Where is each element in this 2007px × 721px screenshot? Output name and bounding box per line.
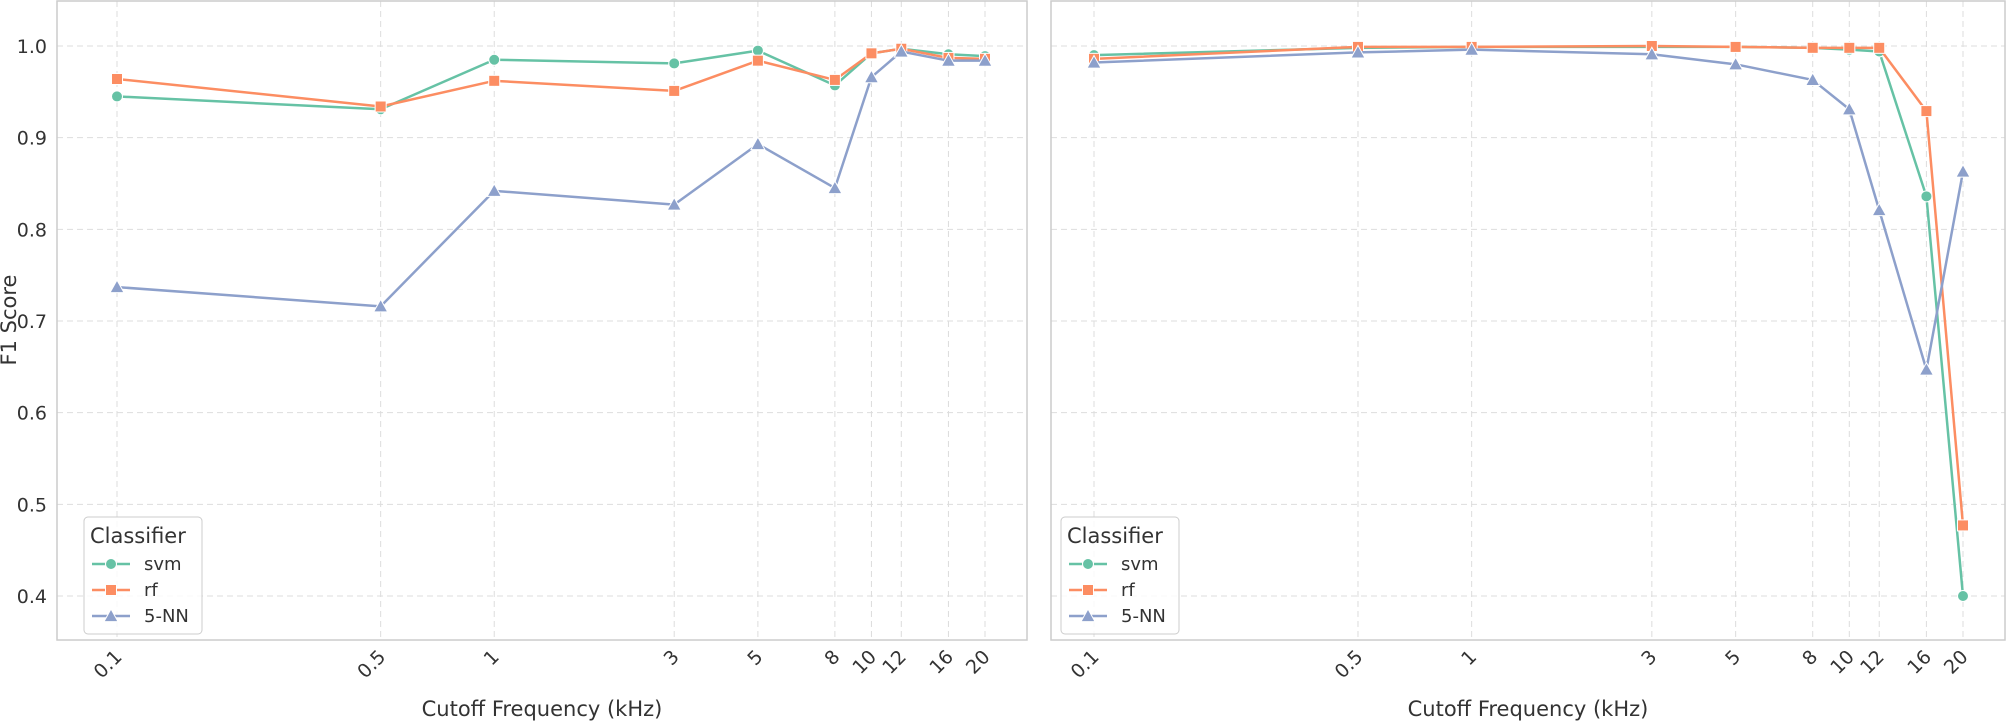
data-point-rf [668, 84, 681, 97]
data-point-5-nn [1350, 44, 1366, 59]
data-point-5-nn [940, 52, 957, 67]
x-tick-label: 10 [1826, 646, 1859, 679]
legend-title: Classifier [90, 524, 186, 548]
y-tick-label: 0.8 [17, 219, 47, 241]
data-point-rf [865, 47, 878, 60]
data-point-5-nn [486, 182, 503, 197]
series-line-svm [116, 47, 986, 111]
y-tick-label: 0.4 [17, 586, 47, 608]
data-point-rf [751, 54, 764, 67]
series-line-5-nn [1093, 48, 1965, 371]
x-tick-label: 1 [1457, 646, 1481, 670]
x-tick-label: 10 [848, 646, 881, 679]
legend-label: rf [144, 580, 158, 601]
x-axis-title: Cutoff Frequency (kHz) [422, 697, 663, 721]
y-axis-title: F1 Score [0, 275, 21, 366]
x-tick-label: 0.5 [1331, 646, 1368, 683]
legend-marker [105, 558, 117, 570]
data-point-svm [1920, 190, 1933, 203]
x-tick-label: 12 [1856, 646, 1889, 679]
plot-frame [1050, 0, 2006, 641]
data-point-5-nn [1463, 41, 1480, 56]
data-point-5-nn [893, 43, 910, 58]
y-tick-label: 0.9 [17, 128, 47, 150]
x-tick-label: 12 [878, 646, 911, 679]
legend: Classifier svm rf 5-NN [83, 516, 203, 635]
data-point-5-nn [666, 196, 683, 211]
legend-title: Classifier [1067, 524, 1163, 548]
x-tick-label: 0.5 [353, 646, 390, 683]
legend-box [1060, 516, 1180, 635]
legend-marker [103, 607, 119, 623]
x-tick-label: 5 [1721, 646, 1745, 670]
data-point-5-nn [977, 52, 993, 67]
legend-label: rf [1121, 580, 1135, 601]
data-point-svm [111, 90, 123, 103]
data-point-5-nn [1804, 71, 1821, 87]
data-point-rf [1920, 105, 1933, 118]
x-tick-label: 5 [743, 646, 767, 670]
series-line-rf [116, 47, 986, 108]
data-point-5-nn [863, 69, 880, 84]
legend-marker [105, 584, 117, 596]
data-point-rf [374, 100, 387, 113]
data-point-5-nn [1643, 46, 1660, 61]
data-point-rf [1843, 41, 1856, 54]
data-point-svm [1957, 590, 1969, 602]
x-tick-label: 20 [962, 646, 995, 679]
x-tick-label: 16 [1903, 646, 1936, 679]
x-tick-label: 1 [480, 646, 504, 670]
x-tick-label: 3 [1637, 646, 1661, 670]
data-point-svm [488, 53, 501, 66]
data-point-5-nn [1955, 163, 1971, 178]
data-point-5-nn [750, 136, 766, 151]
data-point-5-nn [827, 180, 843, 195]
data-point-5-nn [1918, 361, 1935, 376]
legend-marker [1082, 584, 1094, 596]
legend-box [83, 516, 203, 635]
legend-marker [1082, 558, 1094, 570]
data-point-rf [1957, 519, 1969, 532]
x-axis-title: Cutoff Frequency (kHz) [1408, 697, 1649, 721]
y-tick-label: 0.5 [17, 494, 47, 516]
y-tick-label: 0.6 [17, 403, 47, 425]
x-tick-label: 8 [1798, 646, 1822, 670]
data-point-5-nn [1086, 54, 1102, 69]
y-tick-label: 1.0 [17, 36, 47, 58]
data-point-svm [751, 44, 764, 57]
data-point-5-nn [1871, 202, 1888, 217]
data-point-5-nn [109, 279, 125, 294]
series-line-5-nn [116, 50, 985, 308]
data-point-rf [1806, 41, 1819, 54]
data-point-5-nn [1727, 56, 1744, 71]
data-point-5-nn [372, 298, 389, 313]
x-tick-label: 20 [1940, 646, 1973, 679]
legend-label: svm [1121, 554, 1159, 575]
data-point-svm [668, 57, 681, 70]
data-point-rf [828, 73, 841, 86]
x-tick-label: 0.1 [1067, 646, 1104, 683]
x-tick-label: 16 [925, 646, 958, 679]
x-tick-label: 3 [660, 646, 684, 670]
plot-frame [56, 0, 1028, 641]
series-line-rf [1093, 44, 1965, 526]
legend-marker [1080, 607, 1096, 623]
x-tick-label: 0.1 [90, 646, 127, 683]
data-point-rf [488, 74, 501, 87]
data-point-rf [1729, 40, 1742, 53]
legend-label: svm [144, 554, 182, 575]
data-point-5-nn [1841, 101, 1858, 116]
data-point-rf [1873, 41, 1886, 54]
legend-label: 5-NN [1121, 606, 1166, 627]
data-point-rf [111, 73, 123, 85]
y-tick-label: 0.7 [17, 311, 47, 333]
legend: Classifier svm rf 5-NN [1060, 516, 1180, 635]
x-tick-label: 8 [820, 646, 844, 670]
legend-label: 5-NN [144, 606, 189, 627]
